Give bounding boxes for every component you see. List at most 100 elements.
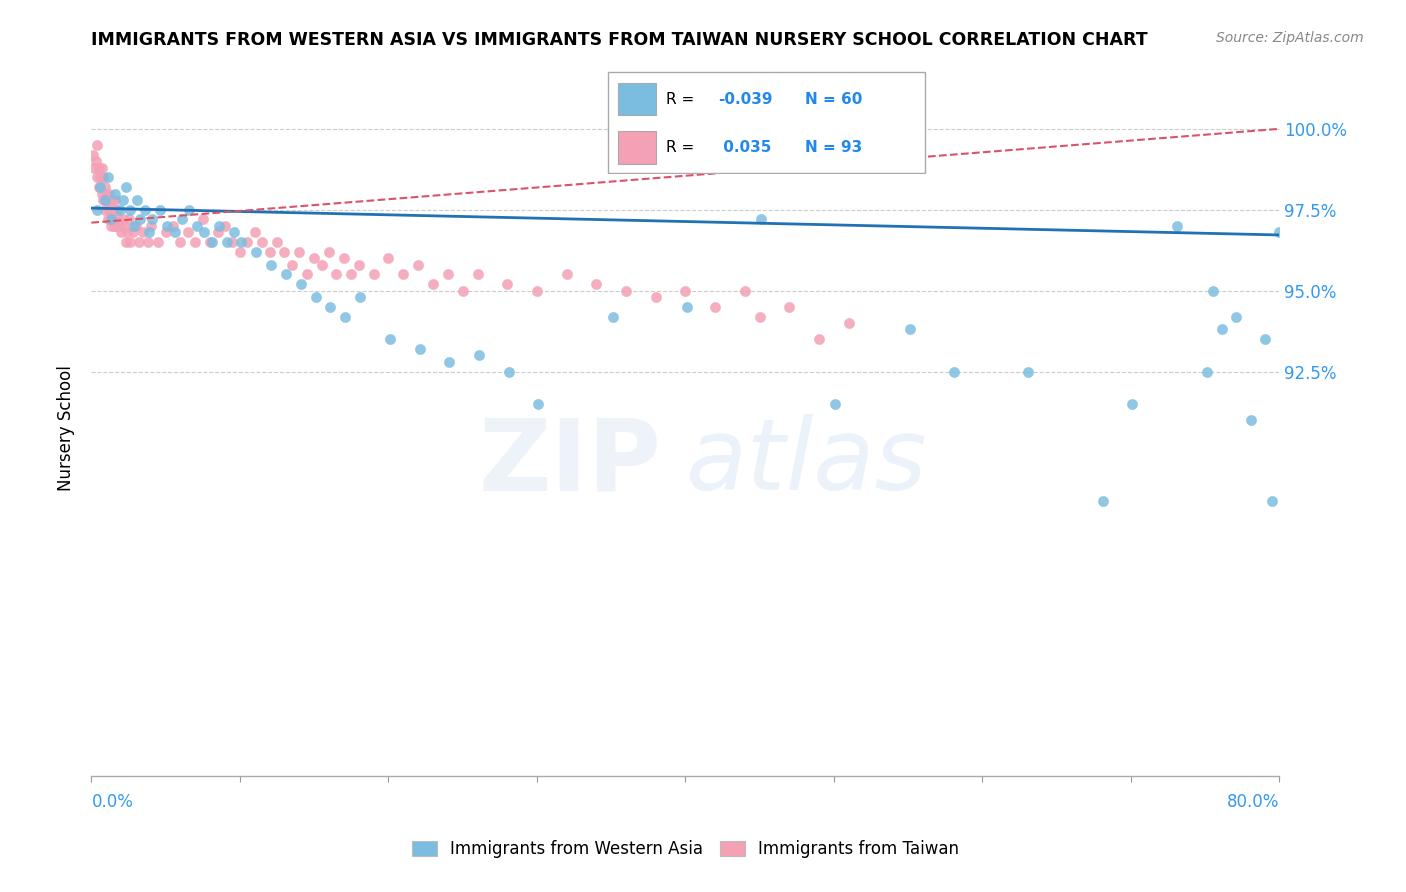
Point (94, 180, 117, 194)
Point (325, 268, 347, 282)
Point (127, 193, 149, 207)
Point (136, 235, 159, 249)
Point (243, 226, 266, 240)
Point (1091, 494, 1114, 508)
Point (304, 290, 326, 304)
Point (170, 212, 193, 227)
Point (302, 252, 325, 266)
Point (290, 277, 312, 292)
Point (101, 212, 124, 227)
Point (115, 226, 138, 240)
Point (259, 244, 281, 259)
Point (177, 226, 200, 240)
Point (349, 290, 371, 304)
Point (101, 193, 124, 207)
Text: ZIP: ZIP (479, 415, 662, 511)
Point (91, 170, 114, 185)
Point (406, 258, 429, 272)
Point (193, 226, 215, 240)
Point (451, 284, 474, 298)
Point (97, 170, 120, 185)
Point (83, 161, 105, 175)
Point (704, 300, 727, 314)
Point (1201, 284, 1223, 298)
Point (281, 258, 304, 272)
Point (335, 310, 357, 324)
Point (274, 268, 297, 282)
Point (100, 202, 122, 217)
Point (191, 212, 214, 227)
Point (103, 219, 125, 233)
Point (200, 235, 222, 249)
Point (208, 219, 231, 233)
Point (86, 202, 108, 217)
Point (347, 258, 370, 272)
Point (273, 244, 295, 259)
Point (1166, 219, 1188, 233)
Point (1240, 413, 1263, 427)
Point (467, 268, 489, 282)
Point (333, 252, 356, 266)
Point (898, 322, 921, 336)
Point (245, 244, 267, 259)
Point (114, 235, 136, 249)
Point (138, 226, 160, 240)
Point (87, 180, 110, 194)
Point (108, 219, 131, 233)
Point (221, 235, 243, 249)
Text: Source: ZipAtlas.com: Source: ZipAtlas.com (1216, 31, 1364, 45)
Point (295, 268, 318, 282)
Point (86, 138, 108, 153)
Point (201, 235, 224, 249)
Point (125, 219, 148, 233)
Point (118, 235, 141, 249)
Text: R =: R = (666, 92, 699, 106)
Point (318, 244, 340, 259)
Point (1195, 365, 1218, 379)
Point (110, 226, 132, 240)
Point (129, 212, 152, 227)
Point (468, 348, 491, 362)
Point (103, 202, 125, 217)
Point (838, 316, 860, 330)
Point (808, 332, 831, 346)
Point (1268, 226, 1291, 240)
Point (104, 219, 127, 233)
Point (98, 202, 121, 217)
Point (97, 212, 120, 227)
Point (236, 235, 259, 249)
Point (111, 193, 134, 207)
Point (82, 147, 104, 161)
Point (122, 226, 145, 240)
Point (439, 355, 461, 369)
Point (179, 202, 201, 217)
Legend: Immigrants from Western Asia, Immigrants from Taiwan: Immigrants from Western Asia, Immigrants… (405, 834, 966, 865)
Point (124, 219, 146, 233)
Point (422, 277, 444, 292)
Point (585, 277, 607, 292)
Point (1017, 365, 1039, 379)
Point (749, 212, 772, 227)
Point (134, 202, 156, 217)
Point (288, 244, 311, 259)
Point (527, 397, 550, 411)
Text: N = 93: N = 93 (806, 140, 862, 155)
Point (748, 310, 770, 324)
Text: -0.039: -0.039 (718, 92, 772, 106)
Point (86, 170, 108, 185)
Point (377, 252, 399, 266)
Point (734, 284, 756, 298)
Point (222, 226, 245, 240)
Point (186, 219, 208, 233)
Point (87, 161, 110, 175)
Point (112, 219, 135, 233)
Point (260, 258, 283, 272)
Point (392, 268, 415, 282)
Point (1253, 332, 1275, 346)
Text: atlas: atlas (685, 415, 927, 511)
Point (100, 212, 122, 227)
Point (94, 193, 117, 207)
Point (215, 235, 238, 249)
Point (97, 193, 120, 207)
Point (91, 193, 114, 207)
